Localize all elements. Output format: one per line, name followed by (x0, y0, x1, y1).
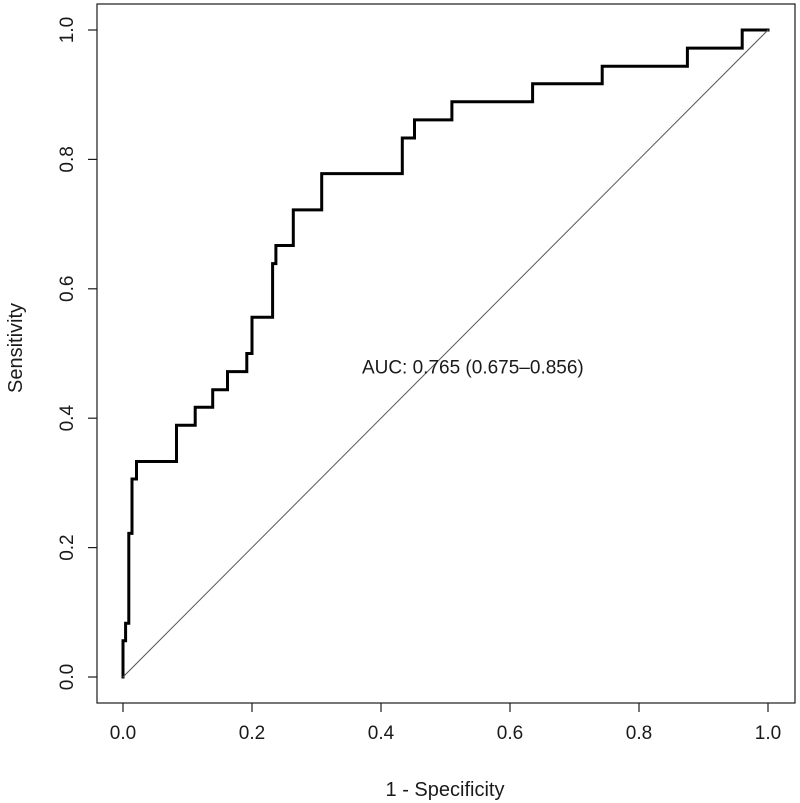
x-tick-label: 0.8 (626, 723, 652, 744)
y-tick-label: 0.6 (57, 276, 78, 302)
axes: 0.0 0.2 0.4 0.6 0.8 1.0 0.0 0.2 0.4 0.6 0.8 1.0 (57, 3, 796, 744)
y-tick-label: 0.0 (57, 664, 78, 690)
x-tick-label: 0.0 (110, 723, 136, 744)
y-tick-label: 0.8 (57, 146, 78, 172)
x-tick-label: 0.6 (497, 723, 523, 744)
reference-diagonal-line (122, 29, 769, 678)
plot-frame (96, 3, 796, 704)
x-tick-label: 1.0 (755, 723, 781, 744)
auc-annotation: AUC: 0.765 (0.675–0.856) (362, 357, 584, 378)
x-axis-title: 1 - Specificity (386, 779, 505, 801)
x-tick-label: 0.4 (368, 723, 395, 744)
series-layer (121, 28, 770, 679)
x-tick-label: 0.2 (239, 723, 265, 744)
y-tick-label: 0.4 (57, 405, 78, 432)
roc-curve-line (121, 28, 770, 679)
y-tick-label: 1.0 (57, 17, 78, 43)
y-tick-label: 0.2 (57, 534, 78, 560)
y-axis-title: Sensitivity (5, 303, 27, 393)
